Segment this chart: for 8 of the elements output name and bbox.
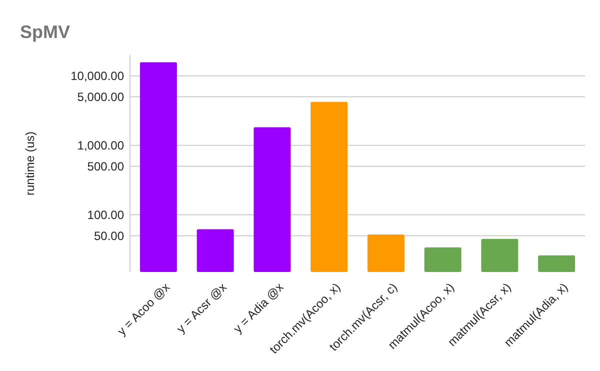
y-axis-title: runtime (us) xyxy=(23,131,37,196)
y-tick-label: 500.00 xyxy=(87,159,124,174)
y-tick-label: 50.00 xyxy=(94,228,124,243)
y-tick-label: 1,000.00 xyxy=(77,138,124,153)
chart-title: SpMV xyxy=(20,22,70,42)
y-tick-label: 5,000.00 xyxy=(77,90,124,104)
y-tick-label: 10,000.00 xyxy=(70,69,124,84)
y-tick-label: 100.00 xyxy=(87,208,124,222)
